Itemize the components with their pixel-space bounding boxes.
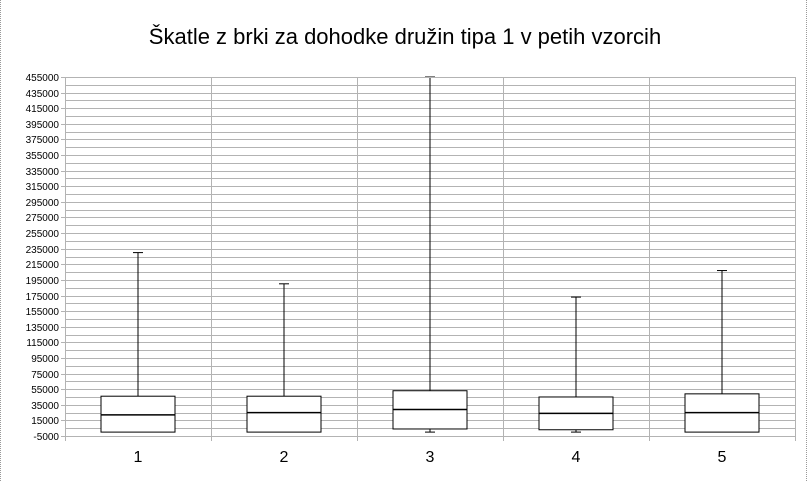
y-tick-label: 175000: [26, 292, 60, 303]
y-tick-label: 75000: [31, 370, 59, 381]
y-tick-label: 215000: [26, 260, 60, 271]
y-tick-label: 395000: [26, 120, 60, 131]
y-tick-label: 115000: [26, 338, 59, 349]
y-tick-label: 195000: [26, 276, 60, 287]
box-iqr: [100, 395, 176, 433]
x-tick-label: 4: [572, 449, 581, 466]
x-tick-label: 1: [134, 449, 143, 466]
y-tick-label: 295000: [26, 198, 60, 209]
y-tick-label: 375000: [26, 135, 60, 146]
x-tick-label: 2: [280, 449, 289, 466]
x-tick-label: 5: [718, 449, 727, 466]
y-tick-label: 415000: [26, 104, 60, 115]
y-tick-label: 15000: [31, 416, 59, 427]
y-tick-label: 35000: [31, 401, 59, 412]
x-tick-label: 3: [426, 449, 435, 466]
y-tick-label: 355000: [26, 151, 60, 162]
y-tick-label: 335000: [26, 167, 60, 178]
y-tick-label: 235000: [26, 245, 60, 256]
y-tick-label: 95000: [31, 354, 59, 365]
y-tick-label: 255000: [26, 229, 60, 240]
sheet-page-edge-left: [0, 0, 3, 481]
y-tick-label: -5000: [33, 432, 59, 443]
y-tick-label: 435000: [26, 89, 60, 100]
y-tick-label: 135000: [26, 323, 60, 334]
y-tick-label: 315000: [26, 182, 60, 193]
y-tick-label: 455000: [26, 73, 60, 84]
plot-frame: [65, 77, 796, 437]
chart-title: Škatle z brki za dohodke družin tipa 1 v…: [148, 24, 662, 49]
y-tick-label: 55000: [31, 385, 59, 396]
box-iqr: [246, 395, 322, 433]
y-tick-label: 155000: [26, 307, 60, 318]
y-tick-label: 275000: [26, 213, 60, 224]
sheet-page-edge-right: [806, 0, 808, 481]
